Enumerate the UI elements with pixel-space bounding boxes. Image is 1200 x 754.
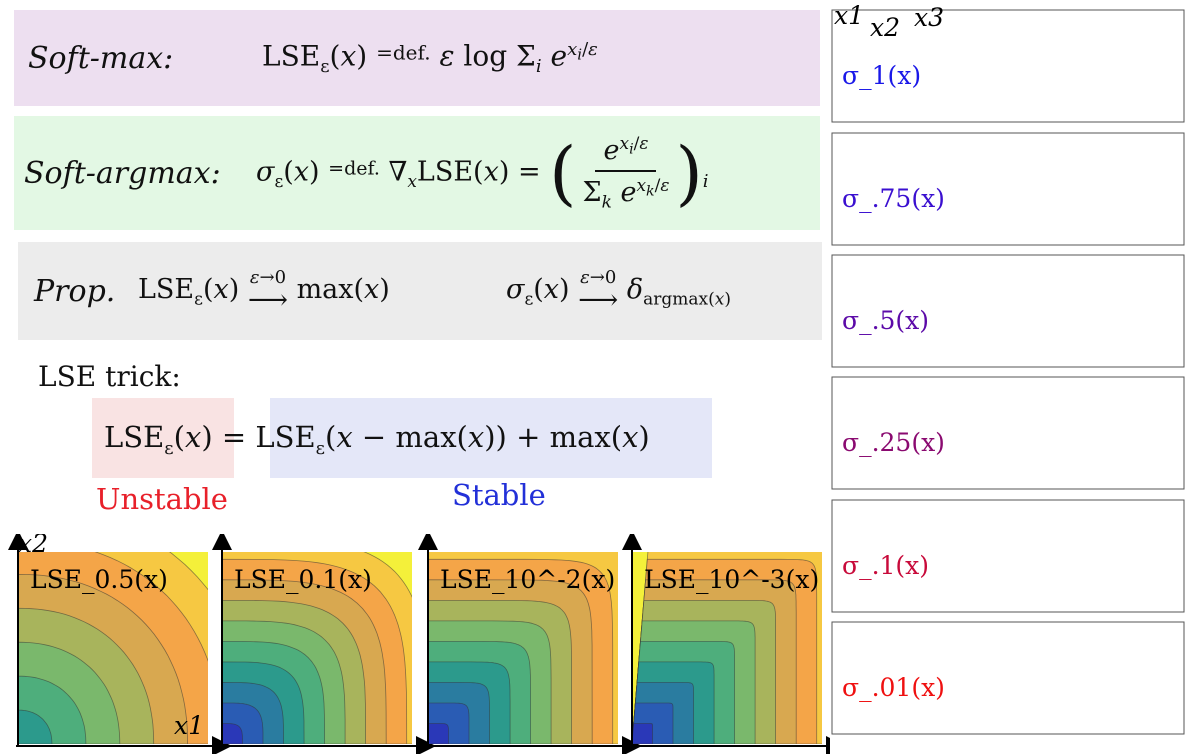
softmax-formula: LSEε(x) =def. ε log Σi exi/ε <box>262 39 598 77</box>
sequence-point <box>1158 123 1165 130</box>
sigma-panel-label: σ_.1(x) <box>842 551 929 580</box>
lse-trick-title: LSE trick: <box>38 360 181 393</box>
softmax-label: Soft-max: <box>28 40 174 76</box>
prop-label: Prop. <box>34 273 116 309</box>
sigma-panel-3: σ_.5(x) <box>831 245 1185 368</box>
sigma-panel-label: σ_.01(x) <box>842 673 945 702</box>
sequence-point <box>1158 490 1165 497</box>
prop-lse-limit: LSEε(x) ε→0 ⟶ max(x) <box>138 267 390 317</box>
softargmax-formula: σε(x) =def. ∇xLSE(x) = (exi/ε Σk exk/ε)i <box>256 131 709 214</box>
prop-sigma-limit: σε(x) ε→0 ⟶ δargmax(x) <box>506 267 732 317</box>
sequence-point <box>1158 367 1165 374</box>
softmax-definition-box: Soft-max: LSEε(x) =def. ε log Σi exi/ε <box>14 10 820 106</box>
top-label-x3: x3 <box>914 3 944 32</box>
sequence-point <box>1158 245 1165 252</box>
contour-plot-4: LSE_10^-3(x) <box>622 534 830 754</box>
unstable-label: Unstable <box>96 482 228 516</box>
contour-plot-label: LSE_0.5(x) <box>30 565 168 594</box>
sigma-panel-label: σ_1(x) <box>842 61 921 90</box>
contour-plot-3: LSE_10^-2(x) <box>418 534 642 754</box>
sigma-panel-label: σ_.5(x) <box>842 306 929 335</box>
sigma-panel-5: σ_.1(x) <box>831 490 1185 613</box>
contour-plot-label: LSE_10^-3(x) <box>644 565 819 594</box>
stable-highlight <box>270 398 712 478</box>
sequence-point <box>1158 0 1165 7</box>
contour-plot-2: LSE_0.1(x) <box>212 534 436 754</box>
lse-trick-formula: LSEε(x) = LSEε(x − max(x)) + max(x) <box>104 420 650 459</box>
softargmax-label: Soft-argmax: <box>24 155 221 191</box>
softargmax-panels: σ_1(x) σ_.75(x) σ_.5(x) σ_.25(x) σ_.1(x) σ_.0… <box>831 0 1185 735</box>
sigma-panel-4: σ_.25(x) <box>831 367 1185 490</box>
sigma-panel-label: σ_.75(x) <box>842 184 945 213</box>
x1-axis-label: x1 <box>174 711 204 740</box>
contour-plot-label: LSE_10^-2(x) <box>440 565 615 594</box>
contour-plots: LSE_0.5(x) LSE_0.1(x) LSE_10^-2(x) LSE_10^-… <box>8 534 830 754</box>
top-label-x1: x1 <box>834 1 864 30</box>
x2-axis-label: x2 <box>18 534 48 558</box>
sigma-panel-1: σ_1(x) <box>831 0 1185 123</box>
sigma-panel-6: σ_.01(x) <box>831 612 1185 735</box>
softargmax-definition-box: Soft-argmax: σε(x) =def. ∇xLSE(x) = (exi… <box>14 116 820 230</box>
unstable-highlight <box>92 398 234 478</box>
sequence-point <box>1158 612 1165 619</box>
sigma-panel-2: σ_.75(x) <box>831 123 1185 246</box>
top-label-x2: x2 <box>870 13 900 42</box>
contour-plot-label: LSE_0.1(x) <box>234 565 372 594</box>
stable-label: Stable <box>452 478 546 512</box>
property-box: Prop. LSEε(x) ε→0 ⟶ max(x) σε(x) ε→0 ⟶ δar… <box>18 242 822 340</box>
contour-plot-1: LSE_0.5(x) <box>8 534 232 754</box>
sigma-panel-label: σ_.25(x) <box>842 428 945 457</box>
